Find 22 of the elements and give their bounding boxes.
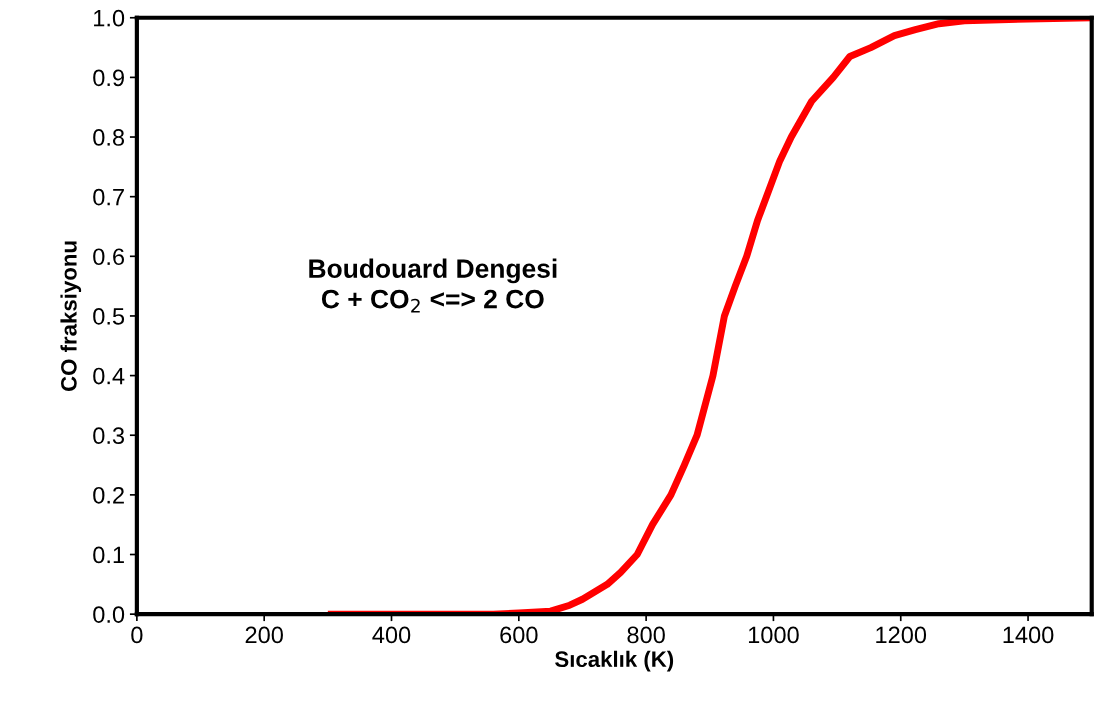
y-tick-label: 0.0 [93, 606, 125, 623]
y-tick-label: 0.8 [93, 129, 125, 146]
y-axis-title: CO fraksiyonu [60, 241, 82, 391]
y-tick-label: 0.1 [93, 546, 124, 564]
x-tick-label: 0 [131, 626, 143, 644]
x-tick-label: 800 [627, 626, 665, 644]
x-tick-label: 600 [500, 626, 538, 644]
x-tick-label: 1400 [1003, 626, 1054, 644]
y-tick-label: 0.3 [93, 427, 125, 445]
y-tick-label: 0.4 [93, 367, 125, 385]
x-tick-label: 1000 [748, 626, 799, 644]
annotation: Boudouard Dengesi C + CO$_{2}$ <=> 2 CO [309, 258, 557, 313]
y-tick-label: 0.5 [93, 308, 125, 325]
y-tick-label: 0.6 [93, 248, 125, 266]
y-tick-label: 0.9 [93, 69, 124, 87]
x-tick-label: 400 [372, 626, 411, 644]
y-tick-label: 1.0 [94, 9, 125, 27]
x-tick-label: 1200 [876, 626, 927, 644]
y-tick-label: 0.2 [93, 486, 124, 504]
y-tick-label: 0.7 [93, 188, 124, 206]
x-tick-label: 200 [245, 626, 283, 644]
x-axis-title: Sıcaklık (K) [555, 650, 674, 672]
